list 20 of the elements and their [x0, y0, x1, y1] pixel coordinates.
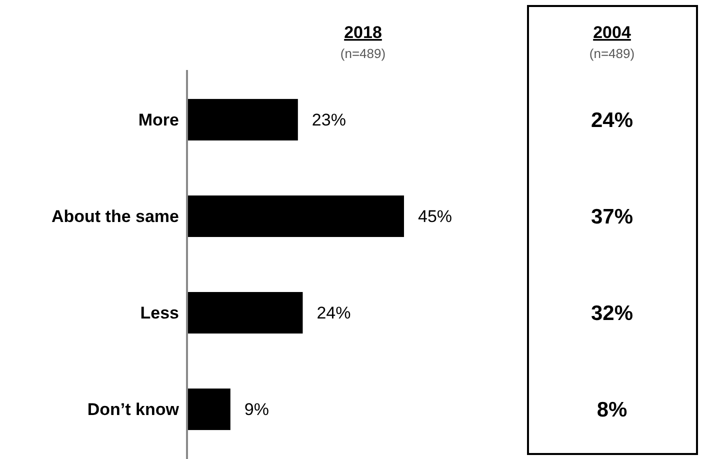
- data-label: 23%: [312, 110, 346, 130]
- y-tick-label: About the same: [51, 207, 179, 226]
- y-tick-label: Less: [140, 304, 179, 323]
- data-label: 45%: [418, 207, 452, 226]
- y-tick-label: Don’t know: [87, 400, 180, 420]
- text: 8%: [596, 398, 628, 422]
- text: (n=489): [589, 46, 635, 61]
- bar: [187, 98, 298, 140]
- chart-subtitle: (n=489): [340, 46, 386, 61]
- text: 37%: [590, 206, 634, 229]
- text: 24%: [590, 109, 634, 132]
- bar: [187, 195, 404, 237]
- text: 2004: [593, 23, 632, 42]
- y-tick-label: More: [138, 110, 179, 130]
- chart-title: 2018: [344, 23, 382, 42]
- data-label: 24%: [316, 304, 351, 323]
- bar: [187, 292, 303, 334]
- text: 32%: [590, 302, 634, 326]
- data-label: 9%: [244, 400, 269, 420]
- bar: [187, 388, 230, 430]
